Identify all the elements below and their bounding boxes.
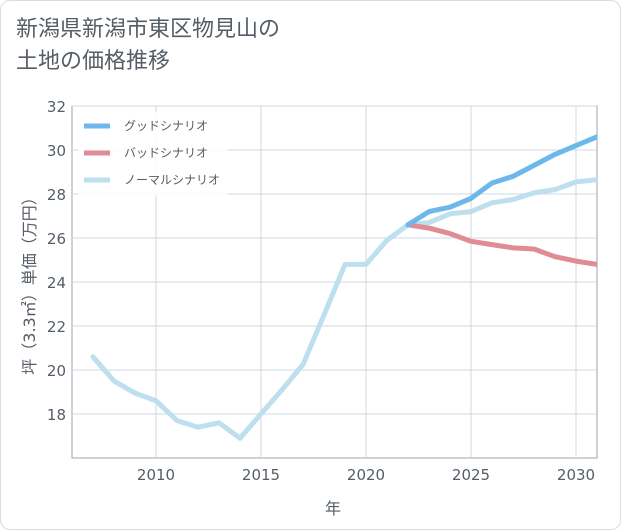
series-line-2: [90, 177, 597, 441]
x-tick-label: 2010: [137, 466, 175, 484]
x-axis-title: 年: [325, 499, 341, 518]
x-tick-label: 2030: [557, 466, 595, 484]
legend-label: バッドシナリオ: [124, 146, 208, 160]
y-tick-label: 22: [47, 318, 66, 336]
tick-labels: 18 20 22 24 26 28 30 32 2010 2015 2020 2025 2030: [47, 98, 595, 484]
y-tick-label: 28: [47, 186, 66, 204]
legend-label: ノーマルシナリオ: [124, 173, 220, 187]
series-line-1: [405, 222, 597, 267]
grid: [71, 105, 598, 459]
y-axis-title: 坪（3.3㎡）単価（万円）: [20, 189, 39, 374]
y-tick-label: 30: [47, 142, 66, 160]
y-tick-label: 20: [47, 362, 66, 380]
y-tick-label: 18: [47, 406, 66, 424]
y-tick-label: 24: [47, 274, 66, 292]
y-tick-label: 26: [47, 230, 66, 248]
chart-title: 新潟県新潟市東区物見山の 土地の価格推移: [16, 14, 576, 78]
x-tick-label: 2020: [347, 466, 385, 484]
y-tick-label: 32: [47, 98, 66, 116]
x-tick-label: 2025: [452, 466, 490, 484]
chart-title-line-1: 新潟県新潟市東区物見山の: [16, 17, 281, 42]
x-tick-label: 2015: [242, 466, 280, 484]
series-lines: [90, 134, 597, 441]
chart-title-line-2: 土地の価格推移: [16, 49, 171, 74]
series-line-0: [405, 134, 597, 228]
legend-label: グッドシナリオ: [124, 119, 208, 133]
